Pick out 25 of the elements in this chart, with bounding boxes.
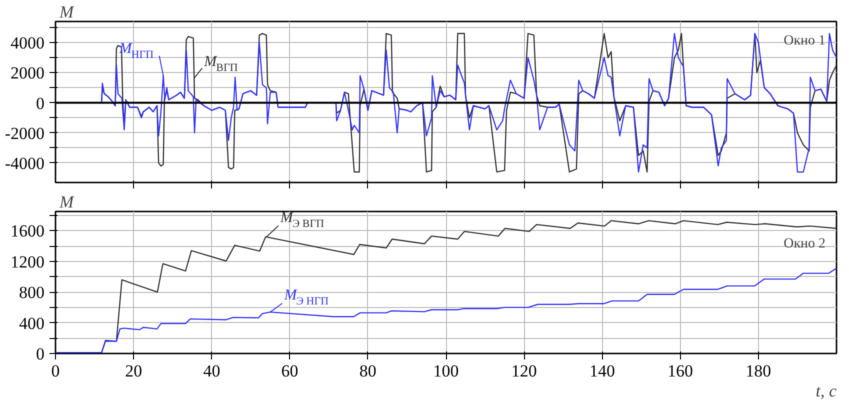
x-tick-label: 80 xyxy=(359,362,376,380)
x-tick-label: 20 xyxy=(125,362,142,380)
x-tick-label: 180 xyxy=(746,362,772,380)
x-tick-label: 0 xyxy=(51,362,60,380)
x-tick-label: 140 xyxy=(589,362,615,380)
y-tick-label: 400 xyxy=(19,314,44,333)
x-tick-label: 100 xyxy=(433,362,459,380)
y-tick-label: 1600 xyxy=(10,222,44,241)
y-axis-title: M xyxy=(58,2,74,22)
annotation: Окно 1 xyxy=(784,34,826,48)
y-axis-title: M xyxy=(58,192,74,212)
annotation: Окно 2 xyxy=(784,236,826,252)
x-tick-label: 120 xyxy=(511,362,537,380)
y-tick-label: 800 xyxy=(19,283,44,302)
y-tick-label: -2000 xyxy=(4,124,45,143)
y-tick-label: 0 xyxy=(36,344,44,364)
y-tick-label: 1200 xyxy=(10,252,44,272)
x-tick-label: 160 xyxy=(668,362,694,380)
y-tick-label: 2000 xyxy=(10,64,44,83)
y-tick-label: -4000 xyxy=(4,154,45,173)
x-tick-label: 40 xyxy=(203,362,220,380)
y-tick-label: 0 xyxy=(36,94,44,113)
x-axis-title: t, c xyxy=(816,382,837,400)
y-tick-label: 4000 xyxy=(10,34,44,53)
x-tick-label: 60 xyxy=(281,362,298,380)
